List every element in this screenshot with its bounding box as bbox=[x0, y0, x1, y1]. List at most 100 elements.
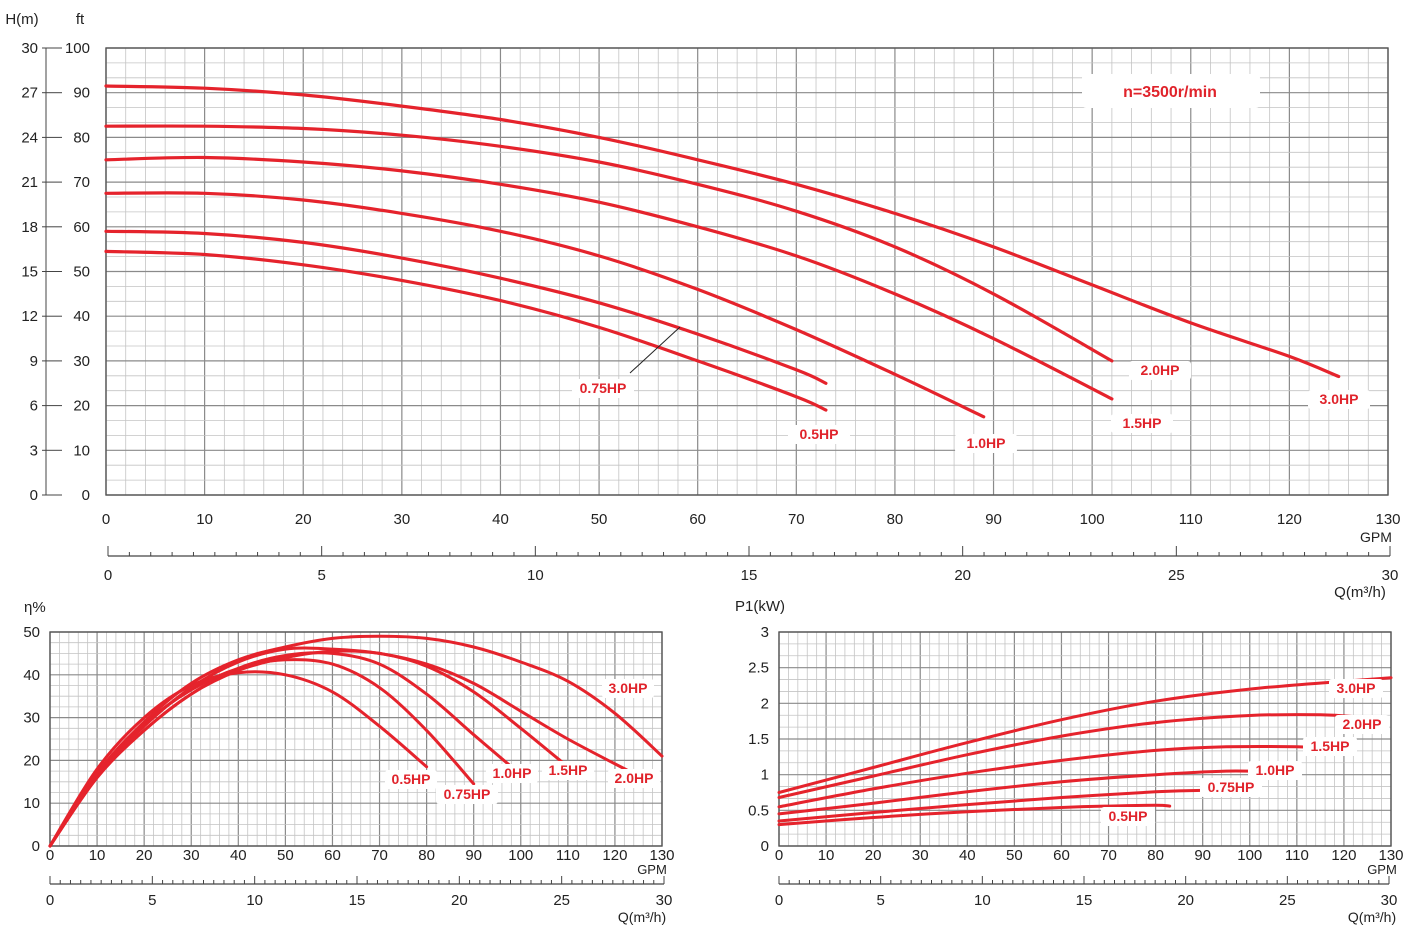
head-gpm-unit: GPM bbox=[1360, 529, 1392, 545]
power-m3h-tick-label: 30 bbox=[1381, 892, 1398, 909]
efficiency-y-tick-label: 30 bbox=[23, 710, 40, 727]
efficiency-gpm-tick-label: 130 bbox=[649, 847, 674, 864]
efficiency-m3h-unit: Q(m³/h) bbox=[618, 909, 666, 925]
power-label-0.5HP-text: 0.5HP bbox=[1109, 808, 1148, 824]
head-curve-0.5HP bbox=[104, 249, 828, 412]
efficiency-m3h-tick-label: 20 bbox=[451, 892, 468, 909]
head-ft-tick-label: 20 bbox=[73, 398, 90, 415]
head-ft-tick-label: 100 bbox=[65, 40, 90, 57]
head-label-1.0HP: 1.0HP bbox=[955, 434, 1017, 453]
efficiency-gpm-tick-label: 40 bbox=[230, 847, 247, 864]
power-curve-1.5HP bbox=[777, 744, 1336, 809]
power-gpm-tick-label: 120 bbox=[1331, 847, 1356, 864]
head-m-tick-label: 27 bbox=[21, 85, 38, 102]
head-ft-tick-label: 40 bbox=[73, 308, 90, 325]
power-m3h-tick-label: 25 bbox=[1279, 892, 1296, 909]
power-y-tick-label: 1 bbox=[761, 767, 769, 784]
head-label-2.0HP: 2.0HP bbox=[1129, 361, 1191, 380]
head-label-0.5HP: 0.5HP bbox=[788, 425, 850, 444]
head-curve-3.0HP bbox=[104, 84, 1341, 379]
head-gpm-tick-label: 100 bbox=[1080, 511, 1105, 528]
efficiency-label-3.0HP: 3.0HP bbox=[602, 679, 654, 698]
head-m3h-tick-label: 10 bbox=[527, 567, 544, 584]
head-gpm-tick-label: 80 bbox=[887, 511, 904, 528]
head-m3h-unit: Q(m³/h) bbox=[1334, 584, 1386, 601]
head-label-1.0HP-text: 1.0HP bbox=[967, 435, 1006, 451]
head-ft-tick-label: 80 bbox=[73, 129, 90, 146]
power-label-1.0HP: 1.0HP bbox=[1248, 761, 1302, 780]
power-gpm-tick-label: 90 bbox=[1194, 847, 1211, 864]
power-gpm-tick-label: 70 bbox=[1100, 847, 1117, 864]
efficiency-m3h-tick-label: 30 bbox=[656, 892, 673, 909]
head-ft-tick-label: 10 bbox=[73, 442, 90, 459]
head-gpm-tick-label: 10 bbox=[196, 511, 213, 528]
head-m-tick-label: 6 bbox=[30, 398, 38, 415]
power-gpm-tick-label: 0 bbox=[775, 847, 783, 864]
power-label-2.0HP: 2.0HP bbox=[1335, 715, 1389, 734]
power-gpm-tick-label: 50 bbox=[1006, 847, 1023, 864]
head-m3h-tick-label: 5 bbox=[317, 567, 325, 584]
efficiency-y-tick-label: 10 bbox=[23, 795, 40, 812]
head-gpm-tick-label: 60 bbox=[689, 511, 706, 528]
head-label-3.0HP-text: 3.0HP bbox=[1320, 391, 1359, 407]
power-label-1.0HP-text: 1.0HP bbox=[1256, 762, 1295, 778]
efficiency-m3h-tick-label: 5 bbox=[148, 892, 156, 909]
power-gpm-tick-label: 110 bbox=[1285, 847, 1309, 864]
head-m-tick-label: 15 bbox=[21, 264, 38, 281]
efficiency-label-1.5HP: 1.5HP bbox=[542, 761, 594, 780]
head-m-tick-label: 3 bbox=[30, 442, 38, 459]
efficiency-gpm-tick-label: 80 bbox=[418, 847, 435, 864]
power-curve-0.5HP bbox=[777, 803, 1172, 827]
head-ft-tick-label: 30 bbox=[73, 353, 90, 370]
efficiency-y-tick-label: 50 bbox=[23, 624, 40, 641]
head-chart-grid bbox=[105, 47, 1389, 496]
efficiency-y-tick-label: 40 bbox=[23, 667, 40, 684]
power-label-0.75HP-text: 0.75HP bbox=[1208, 779, 1255, 795]
head-label-1.5HP-text: 1.5HP bbox=[1123, 415, 1162, 431]
efficiency-gpm-tick-label: 30 bbox=[183, 847, 200, 864]
efficiency-curve-1.5HP bbox=[48, 649, 570, 848]
efficiency-gpm-tick-label: 60 bbox=[324, 847, 341, 864]
power-gpm-tick-label: 80 bbox=[1147, 847, 1164, 864]
efficiency-label-3.0HP-text: 3.0HP bbox=[609, 680, 648, 696]
head-gpm-tick-label: 130 bbox=[1375, 511, 1400, 528]
head-m3h-tick-label: 0 bbox=[104, 567, 112, 584]
head-gpm-tick-label: 70 bbox=[788, 511, 805, 528]
head-gpm-tick-label: 40 bbox=[492, 511, 509, 528]
efficiency-label-0.75HP: 0.75HP bbox=[436, 785, 498, 804]
speed-label: n=3500r/min bbox=[1082, 74, 1260, 108]
efficiency-label-0.75HP-text: 0.75HP bbox=[444, 786, 491, 802]
head-curve-1.5HP bbox=[104, 155, 1114, 401]
head-gpm-tick-label: 20 bbox=[295, 511, 312, 528]
efficiency-label-1.0HP-text: 1.0HP bbox=[493, 765, 532, 781]
efficiency-chart-grid bbox=[49, 631, 663, 847]
power-label-3.0HP: 3.0HP bbox=[1329, 679, 1383, 698]
power-gpm-tick-label: 20 bbox=[865, 847, 882, 864]
head-curve-2.0HP bbox=[104, 124, 1114, 363]
efficiency-gpm-tick-label: 90 bbox=[465, 847, 482, 864]
power-curve-1.0HP bbox=[777, 769, 1275, 816]
head-m-tick-label: 21 bbox=[21, 174, 38, 191]
power-gpm-tick-label: 10 bbox=[818, 847, 835, 864]
power-m3h-tick-label: 10 bbox=[974, 892, 991, 909]
head-m3h-tick-label: 20 bbox=[954, 567, 971, 584]
power-gpm-tick-label: 100 bbox=[1237, 847, 1262, 864]
power-m3h-unit: Q(m³/h) bbox=[1348, 909, 1396, 925]
power-label-1.5HP-text: 1.5HP bbox=[1311, 738, 1350, 754]
efficiency-gpm-unit: GPM bbox=[637, 862, 667, 877]
power-y-tick-label: 2 bbox=[761, 695, 769, 712]
head-ft-tick-label: 70 bbox=[73, 174, 90, 191]
power-label-3.0HP-text: 3.0HP bbox=[1337, 680, 1376, 696]
power-gpm-tick-label: 130 bbox=[1378, 847, 1403, 864]
power-y-tick-label: 1.5 bbox=[748, 731, 769, 748]
efficiency-m3h-tick-label: 0 bbox=[46, 892, 54, 909]
head-gpm-tick-label: 90 bbox=[985, 511, 1002, 528]
efficiency-gpm-tick-label: 50 bbox=[277, 847, 294, 864]
head-ft-tick-label: 60 bbox=[73, 219, 90, 236]
power-curve-3.0HP bbox=[777, 676, 1393, 794]
power-curve-2.0HP bbox=[777, 713, 1360, 799]
head-label-1.5HP: 1.5HP bbox=[1111, 414, 1173, 433]
head-gpm-tick-label: 120 bbox=[1277, 511, 1302, 528]
efficiency-gpm-tick-label: 110 bbox=[556, 847, 580, 864]
efficiency-gpm-tick-label: 120 bbox=[602, 847, 627, 864]
